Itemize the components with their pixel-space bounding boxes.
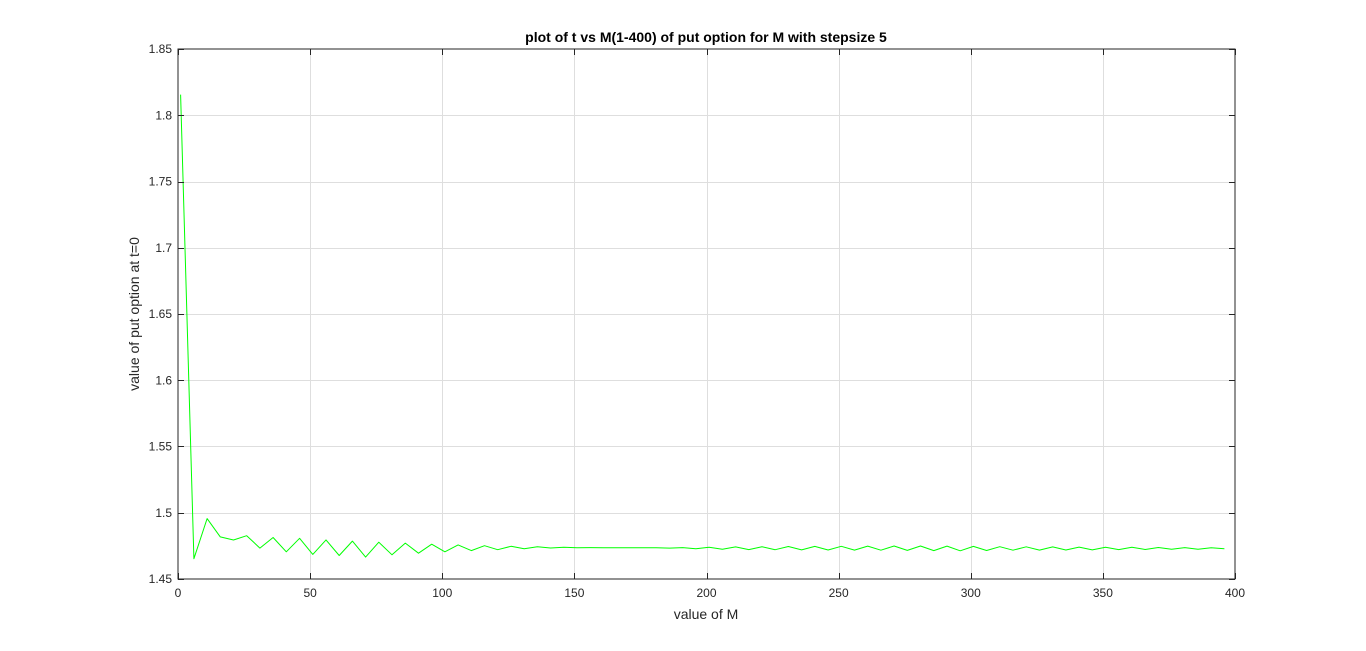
chart-title: plot of t vs M(1-400) of put option for … xyxy=(525,29,887,45)
x-tick-label: 50 xyxy=(303,586,317,600)
y-tick-label: 1.45 xyxy=(149,572,173,586)
y-tick-label: 1.8 xyxy=(155,108,172,122)
x-tick-label: 250 xyxy=(829,586,849,600)
x-tick-label: 400 xyxy=(1225,586,1245,600)
x-tick-label: 350 xyxy=(1093,586,1113,600)
x-tick-label: 100 xyxy=(432,586,452,600)
series-line-0 xyxy=(180,94,1225,560)
y-tick-label: 1.55 xyxy=(149,440,173,454)
y-tick-label: 1.6 xyxy=(155,373,172,387)
y-tick-label: 1.85 xyxy=(149,42,173,56)
grid xyxy=(178,49,1235,579)
series-layer xyxy=(180,94,1225,560)
y-tick-label: 1.5 xyxy=(155,506,172,520)
y-tick-label: 1.65 xyxy=(149,307,173,321)
y-tick-label: 1.75 xyxy=(149,175,173,189)
x-axis-label: value of M xyxy=(674,606,739,622)
x-tick-label: 200 xyxy=(696,586,716,600)
ticks: 0 50 100 150 200 250 300 350 400 1.45 1.5 1.55 1.6 1.… xyxy=(149,42,1246,600)
y-tick-label: 1.7 xyxy=(155,241,172,255)
y-axis-label: value of put option at t=0 xyxy=(126,237,142,391)
x-tick-label: 150 xyxy=(564,586,584,600)
x-tick-label: 300 xyxy=(961,586,981,600)
x-tick-label: 0 xyxy=(175,586,182,600)
